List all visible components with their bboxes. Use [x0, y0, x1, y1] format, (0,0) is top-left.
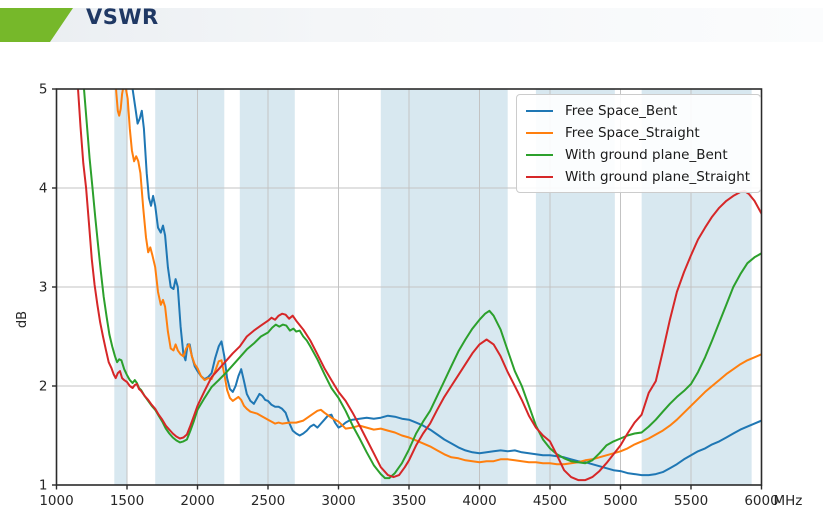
x-tick-label: 3500	[392, 493, 426, 509]
legend-line-swatch	[526, 153, 553, 156]
x-tick-label: 5000	[603, 493, 637, 509]
y-tick-label: 2	[39, 379, 48, 395]
series-line-with-ground-plane-straight	[77, 89, 762, 482]
header-accent-shape	[0, 8, 73, 42]
y-tick-label: 5	[39, 82, 48, 98]
vswr-chart: 1000 1500 2000 2500 3000 3500 4000 4500 5000 5500…	[0, 42, 823, 518]
x-tick-label: 1500	[110, 493, 144, 509]
x-axis-unit: MHz	[774, 493, 803, 509]
legend-label: With ground plane_Bent	[565, 146, 728, 163]
y-tick-label: 1	[39, 478, 48, 494]
x-tick-label: 6000	[744, 493, 778, 509]
legend-label: Free Space_Bent	[565, 102, 678, 119]
y-tick-label: 4	[39, 181, 48, 197]
legend-item: With ground plane_Bent	[526, 146, 750, 163]
legend-label: With ground plane_Straight	[565, 168, 751, 185]
x-tick-label: 2000	[180, 493, 214, 509]
legend-item: Free Space_Straight	[526, 124, 750, 141]
y-tick-label: 3	[39, 280, 48, 296]
series-line-with-ground-plane-bent	[82, 89, 762, 480]
legend-label: Free Space_Straight	[565, 124, 700, 141]
page-title: VSWR	[86, 5, 159, 29]
header-bar	[0, 8, 823, 42]
x-tick-label: 4500	[533, 493, 567, 509]
legend-item: With ground plane_Straight	[526, 168, 750, 185]
legend: Free Space_Bent Free Space_Straight With g…	[516, 94, 761, 193]
legend-line-swatch	[526, 109, 553, 112]
x-tick-label: 5500	[674, 493, 708, 509]
y-axis-label: dB	[15, 310, 31, 329]
legend-item: Free Space_Bent	[526, 102, 750, 119]
x-tick-label: 4000	[462, 493, 496, 509]
x-tick-label: 1000	[39, 493, 73, 509]
legend-line-swatch	[526, 131, 553, 134]
x-tick-label: 2500	[251, 493, 285, 509]
x-tick-label: 3000	[321, 493, 355, 509]
legend-line-swatch	[526, 175, 553, 178]
series-line-free-space-straight	[115, 89, 762, 466]
